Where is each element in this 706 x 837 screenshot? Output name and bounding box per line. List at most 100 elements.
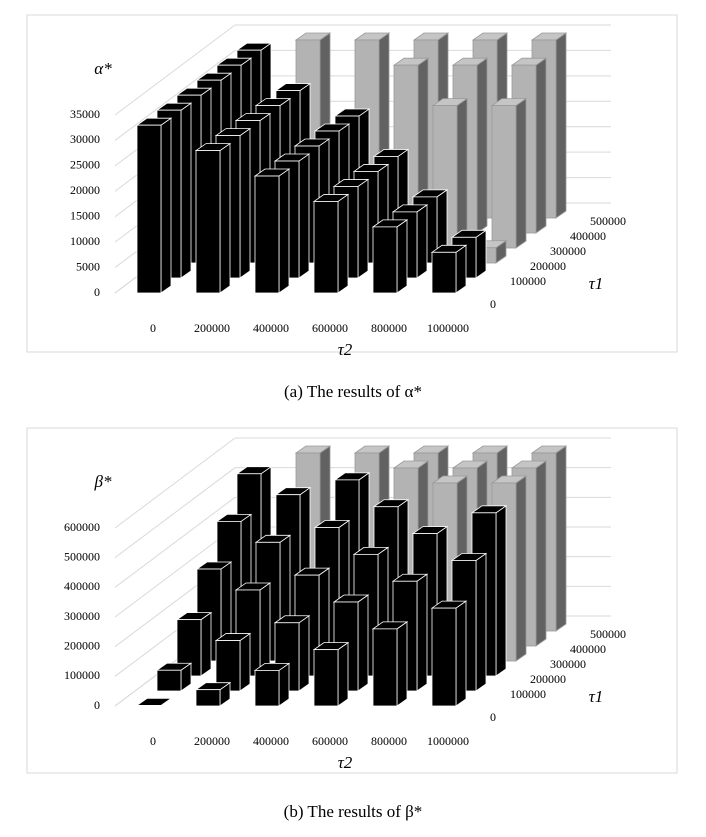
depth-axis-label: τ1 — [589, 687, 604, 706]
bar — [313, 649, 339, 707]
depth-tick-label: 400000 — [570, 229, 606, 243]
depth-tick-label: 100000 — [510, 687, 546, 701]
x-tick-label: 600000 — [312, 734, 348, 748]
grid-line — [114, 526, 236, 618]
depth-tick-label: 0 — [490, 710, 496, 724]
x-tick-label: 1000000 — [427, 321, 469, 335]
x-tick-label: 0 — [150, 734, 156, 748]
bar-side — [337, 193, 349, 294]
bar-side — [515, 97, 527, 249]
caption: (a) The results of α* — [284, 382, 422, 401]
bar-side — [456, 97, 468, 249]
bar-top — [135, 698, 173, 706]
x-axis-label: τ2 — [338, 753, 353, 772]
y-tick-label: 15000 — [70, 208, 100, 222]
y-tick-label: 25000 — [70, 158, 100, 172]
depth-tick-label: 100000 — [510, 274, 546, 288]
bar-side — [416, 573, 428, 692]
y-axis-label: α* — [94, 59, 112, 78]
bar-side — [278, 168, 290, 294]
bar — [491, 105, 517, 249]
y-tick-label: 10000 — [70, 234, 100, 248]
bar-side — [416, 204, 428, 279]
bar-side — [337, 641, 349, 707]
bar — [431, 251, 457, 294]
bar-side — [475, 552, 487, 692]
depth-tick-label: 300000 — [550, 657, 586, 671]
grid-line — [114, 496, 236, 588]
bar-side — [259, 582, 271, 677]
bar-side — [555, 445, 567, 632]
y-tick-label: 30000 — [70, 132, 100, 146]
x-tick-label: 0 — [150, 321, 156, 335]
bar — [136, 705, 162, 707]
grid-line — [114, 24, 236, 116]
bar — [313, 201, 339, 294]
y-tick-label: 35000 — [70, 107, 100, 121]
bar-side — [515, 475, 527, 662]
bar — [195, 689, 221, 707]
x-tick-label: 600000 — [312, 321, 348, 335]
y-tick-label: 100000 — [64, 668, 100, 682]
bar-side — [535, 460, 547, 647]
bar — [136, 124, 162, 294]
bar-side — [239, 127, 251, 279]
bar — [156, 669, 182, 692]
grid-line — [114, 467, 236, 559]
bar-side — [200, 611, 212, 677]
y-tick-label: 600000 — [64, 520, 100, 534]
bar-side — [475, 229, 487, 279]
bar-side — [396, 621, 408, 707]
depth-tick-label: 200000 — [530, 259, 566, 273]
y-tick-label: 200000 — [64, 638, 100, 652]
bar — [431, 607, 457, 707]
bar-side — [219, 142, 231, 294]
bar-side — [535, 57, 547, 234]
y-tick-label: 0 — [94, 285, 100, 299]
depth-tick-label: 500000 — [590, 627, 626, 641]
x-tick-label: 200000 — [194, 321, 230, 335]
depth-axis-label: τ1 — [589, 274, 604, 293]
bar-side — [357, 594, 369, 692]
bar-side — [160, 117, 172, 294]
bar-side — [476, 57, 488, 234]
x-tick-label: 400000 — [253, 734, 289, 748]
bar — [372, 226, 398, 294]
bar — [372, 628, 398, 707]
x-tick-label: 1000000 — [427, 734, 469, 748]
x-tick-label: 400000 — [253, 321, 289, 335]
caption: (b) The results of β* — [284, 802, 423, 821]
bar — [254, 175, 280, 294]
bar-side — [298, 153, 310, 279]
grid-line — [114, 437, 236, 529]
y-tick-label: 400000 — [64, 579, 100, 593]
y-tick-label: 0 — [94, 698, 100, 712]
y-tick-label: 5000 — [76, 259, 100, 273]
bar-side — [495, 505, 507, 677]
bar-side — [357, 178, 369, 279]
bar-side — [455, 244, 467, 294]
y-tick-label: 20000 — [70, 183, 100, 197]
y-tick-label: 300000 — [64, 609, 100, 623]
panel-frame — [26, 14, 678, 353]
bar-side — [455, 600, 467, 707]
x-tick-label: 800000 — [371, 321, 407, 335]
depth-tick-label: 0 — [490, 297, 496, 311]
depth-tick-label: 500000 — [590, 214, 626, 228]
x-tick-label: 200000 — [194, 734, 230, 748]
bar-side — [555, 32, 567, 219]
panel-frame — [26, 427, 678, 774]
bar-side — [396, 219, 408, 294]
bar — [254, 670, 280, 707]
depth-tick-label: 200000 — [530, 672, 566, 686]
y-axis-label: β* — [94, 472, 112, 491]
bar-side — [298, 614, 310, 692]
x-axis-label: τ2 — [338, 340, 353, 359]
bar-side — [180, 102, 192, 279]
bar — [195, 150, 221, 294]
grid-line — [114, 50, 236, 141]
y-tick-label: 500000 — [64, 549, 100, 563]
depth-tick-label: 400000 — [570, 642, 606, 656]
